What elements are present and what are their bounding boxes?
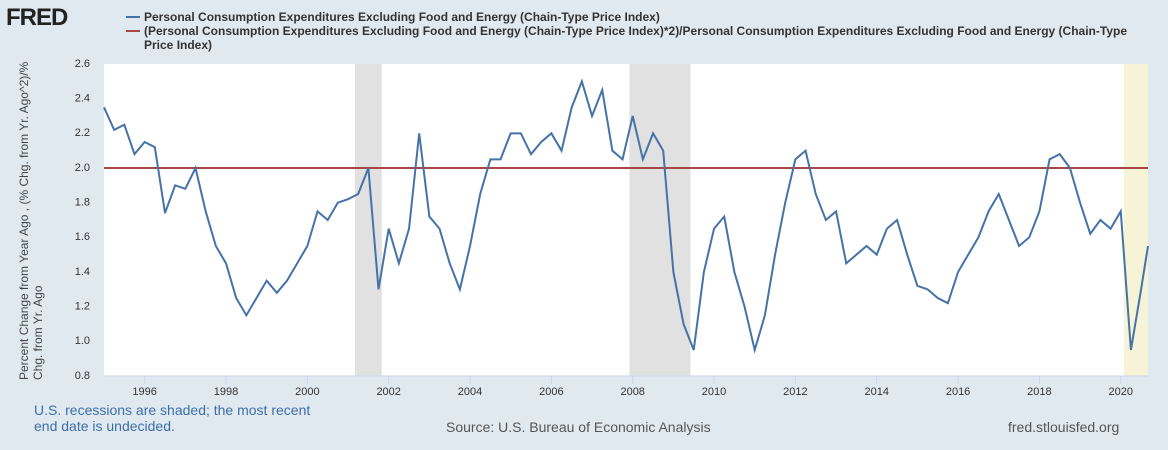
legend-label: Personal Consumption Expenditures Exclud… [144, 10, 660, 24]
logo: FRED [6, 4, 68, 31]
recession-band [1124, 64, 1148, 376]
site: fred.stlouisfed.org [1008, 419, 1120, 435]
x-tick-label: 2016 [946, 386, 970, 398]
x-tick-label: 2002 [376, 386, 400, 398]
y-axis-label: Percent Change from Year Ago , (% Chg. f… [17, 61, 45, 380]
y-tick-label: 1.6 [75, 231, 90, 243]
legend-swatch [126, 30, 140, 32]
x-tick-label: 2000 [295, 386, 319, 398]
recession-band [629, 64, 691, 376]
y-tick-label: 1.8 [75, 197, 90, 209]
source: Source: U.S. Bureau of Economic Analysis [446, 419, 711, 435]
legend-label: (Personal Consumption Expenditures Exclu… [144, 24, 1128, 52]
x-tick-label: 2014 [864, 386, 888, 398]
y-tick-label: 2.0 [75, 162, 90, 174]
y-tick-label: 1.2 [75, 301, 90, 313]
x-tick-label: 1998 [214, 386, 238, 398]
recession-band [354, 64, 382, 376]
y-tick-label: 0.8 [75, 370, 90, 382]
legend: Personal Consumption Expenditures Exclud… [124, 10, 1144, 52]
legend-item: Personal Consumption Expenditures Exclud… [124, 10, 1144, 24]
x-tick-label: 2010 [702, 386, 726, 398]
x-tick-label: 2012 [783, 386, 807, 398]
legend-swatch [126, 16, 140, 18]
x-tick-label: 2018 [1027, 386, 1051, 398]
x-tick-label: 2004 [458, 386, 482, 398]
y-tick-label: 1.0 [75, 335, 90, 347]
y-tick-label: 2.6 [75, 58, 90, 70]
legend-item: (Personal Consumption Expenditures Exclu… [124, 24, 1144, 52]
recession-note: U.S. recessions are shaded; the most rec… [34, 402, 311, 434]
x-tick-label: 2020 [1109, 386, 1133, 398]
x-tick-label: 2006 [539, 386, 563, 398]
x-tick-label: 1996 [132, 386, 156, 398]
series-line [103, 78, 1149, 354]
y-tick-label: 2.4 [75, 93, 90, 105]
x-tick-label: 2008 [620, 386, 644, 398]
plot-area [104, 64, 1148, 376]
y-tick-label: 2.2 [75, 127, 90, 139]
y-tick-label: 1.4 [75, 266, 90, 278]
